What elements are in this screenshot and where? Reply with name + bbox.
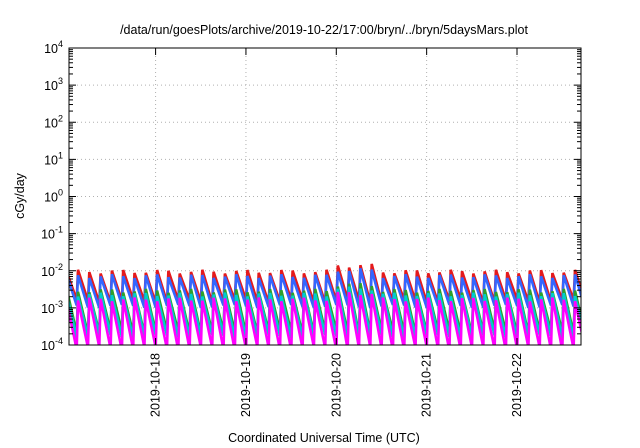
x-tick-label: 2019-10-18: [149, 353, 163, 417]
y-tick-label: 104: [44, 39, 63, 56]
y-tick-label: 10-2: [41, 262, 63, 279]
y-tick-label: 10-4: [41, 336, 63, 353]
y-axis-label: cGy/day: [13, 172, 27, 219]
x-axis-label: Coordinated Universal Time (UTC): [228, 431, 420, 445]
x-tick-label: 2019-10-22: [510, 353, 524, 417]
y-tick-label: 10-3: [41, 299, 63, 316]
y-axis-tick-labels: 10-4 10-3 10-2 10-1 100 101 102 103 104: [41, 39, 63, 353]
x-tick-label: 2019-10-19: [239, 353, 253, 417]
series-line: [69, 291, 581, 345]
y-tick-label: 10-1: [41, 225, 63, 242]
y-tick-label: 100: [44, 188, 63, 205]
y-tick-label: 103: [44, 76, 63, 93]
x-tick-label: 2019-10-21: [420, 353, 434, 417]
axis-ticks: [69, 47, 581, 346]
x-axis-tick-labels: 2019-10-18 2019-10-19 2019-10-20 2019-10-21…: [149, 353, 524, 417]
series-group: [69, 263, 581, 345]
y-tick-label: 102: [44, 113, 63, 130]
chart-title: /data/run/goesPlots/archive/2019-10-22/1…: [120, 23, 528, 37]
x-tick-label: 2019-10-20: [329, 353, 343, 417]
y-tick-label: 101: [44, 150, 63, 167]
